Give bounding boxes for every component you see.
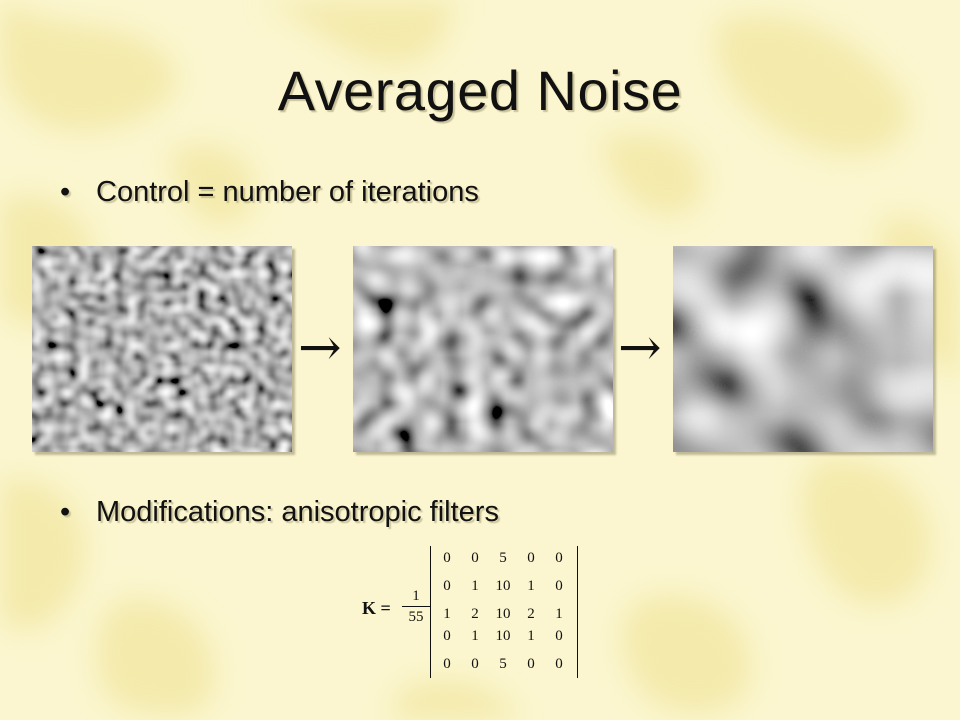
matrix-cell: 5 xyxy=(499,656,507,672)
matrix-cell: 1 xyxy=(471,628,479,644)
bullet-modifications: • Modifications: anisotropic filters xyxy=(60,496,499,529)
arrow-icon: → xyxy=(298,318,342,378)
matrix-cell: 1 xyxy=(471,578,479,594)
matrix-cell: 10 xyxy=(495,628,511,644)
fraction-numerator: 1 xyxy=(402,586,430,607)
matrix-cell: 0 xyxy=(443,628,451,644)
matrix-row: 0 0 5 0 0 xyxy=(431,654,577,674)
matrix-cell: 1 xyxy=(527,578,535,594)
kernel-label: K = xyxy=(362,598,391,618)
bullet-dot: • xyxy=(60,496,71,528)
matrix-cell: 0 xyxy=(555,628,563,644)
matrix-cell: 0 xyxy=(527,656,535,672)
matrix-cell: 0 xyxy=(471,550,479,566)
matrix-cell: 2 xyxy=(471,606,479,622)
matrix-cell: 5 xyxy=(499,550,507,566)
arrow-icon: → xyxy=(618,318,662,378)
bullet-control-text: Control = number of iterations xyxy=(96,176,479,208)
matrix-row: 0 0 5 0 0 xyxy=(431,548,577,568)
matrix-row: 1 2 10 2 1 xyxy=(431,604,577,624)
matrix-cell: 0 xyxy=(471,656,479,672)
matrix-cell: 0 xyxy=(527,550,535,566)
matrix-cell: 1 xyxy=(443,606,451,622)
noise-image-fine xyxy=(32,246,292,452)
matrix-cell: 0 xyxy=(443,550,451,566)
fraction-denominator: 55 xyxy=(408,609,424,625)
bullet-control: • Control = number of iterations xyxy=(60,176,479,209)
matrix-cell: 0 xyxy=(443,656,451,672)
noise-image-medium xyxy=(353,246,613,452)
matrix-cell: 1 xyxy=(555,606,563,622)
matrix-row: 0 1 10 1 0 xyxy=(431,576,577,596)
kernel-formula: K = 1 55 0 0 5 0 0 0 1 10 1 0 1 2 10 2 1 0 1 10 1 0 0 0 5 0 0 xyxy=(362,546,580,680)
matrix-row: 0 1 10 1 0 xyxy=(431,626,577,646)
slide-title: Averaged Noise xyxy=(277,59,683,122)
matrix-cell: 0 xyxy=(555,578,563,594)
matrix-cell: 0 xyxy=(555,550,563,566)
kernel-matrix: 0 0 5 0 0 0 1 10 1 0 1 2 10 2 1 0 1 10 1 0 0 0 5 0 0 xyxy=(430,546,578,678)
kernel-fraction: 1 55 xyxy=(402,586,430,627)
bullet-dot: • xyxy=(60,176,71,208)
matrix-cell: 10 xyxy=(495,578,511,594)
bullet-modifications-text: Modifications: anisotropic filters xyxy=(96,496,499,528)
noise-image-smooth xyxy=(673,246,933,452)
matrix-cell: 10 xyxy=(495,606,511,622)
matrix-cell: 0 xyxy=(555,656,563,672)
matrix-cell: 1 xyxy=(527,628,535,644)
matrix-cell: 2 xyxy=(527,606,535,622)
matrix-cell: 0 xyxy=(443,578,451,594)
